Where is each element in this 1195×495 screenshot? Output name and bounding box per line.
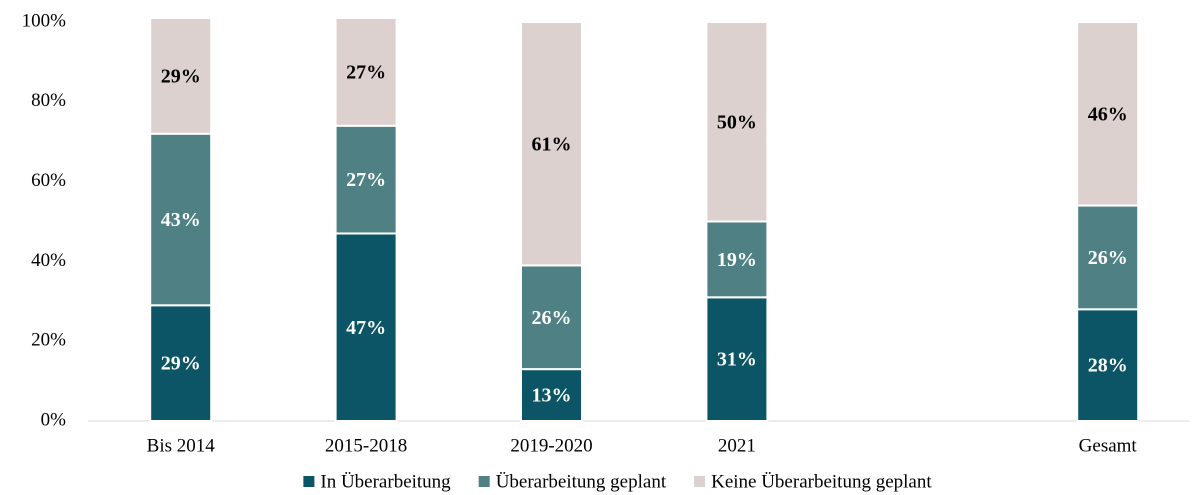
x-tick-label: Gesamt xyxy=(1079,435,1138,456)
bar-segment xyxy=(334,17,398,127)
bar-segment xyxy=(705,296,769,422)
value-label: 19% xyxy=(717,249,757,271)
legend-label: Überarbeitung geplant xyxy=(496,471,667,492)
legend-label: In Überarbeitung xyxy=(320,471,451,492)
legend-label: Keine Überarbeitung geplant xyxy=(711,471,932,492)
legend-swatch xyxy=(478,476,490,487)
value-label: 28% xyxy=(1088,355,1128,377)
value-label: 13% xyxy=(532,385,572,407)
value-label: 29% xyxy=(161,353,201,375)
y-tick-label: 100% xyxy=(22,10,67,31)
legend-swatch xyxy=(303,476,315,487)
value-label: 26% xyxy=(1088,247,1128,269)
bar-segment xyxy=(1076,21,1140,207)
bar-segment xyxy=(149,132,213,307)
x-tick-label: 2021 xyxy=(718,435,756,456)
y-tick-label: 20% xyxy=(31,330,66,351)
bar-segment xyxy=(520,368,583,423)
x-tick-label: 2015-2018 xyxy=(325,435,407,456)
bar-segment xyxy=(705,220,769,299)
bar-segment xyxy=(520,21,583,267)
bar-segment xyxy=(705,21,769,223)
bar-segment xyxy=(334,232,398,422)
y-tick-label: 60% xyxy=(31,170,66,191)
y-tick-label: 0% xyxy=(41,409,67,430)
value-label: 31% xyxy=(717,349,757,371)
value-label: 50% xyxy=(717,111,757,133)
value-label: 46% xyxy=(1088,103,1128,125)
value-label: 47% xyxy=(346,317,386,339)
value-label: 43% xyxy=(161,209,201,231)
bar-segment xyxy=(149,304,213,423)
value-label: 27% xyxy=(346,61,386,83)
x-tick-label: Bis 2014 xyxy=(147,435,216,456)
bar-segment xyxy=(1076,308,1140,422)
bar-segment xyxy=(334,124,398,235)
value-label: 26% xyxy=(532,307,572,329)
value-label: 61% xyxy=(532,133,572,155)
bar-segment xyxy=(520,264,583,371)
x-tick-label: 2019-2020 xyxy=(510,435,592,456)
y-tick-label: 40% xyxy=(31,250,66,271)
y-tick-label: 80% xyxy=(31,90,66,111)
legend-swatch xyxy=(694,476,706,487)
bar-segment xyxy=(149,17,213,135)
value-label: 27% xyxy=(346,169,386,191)
value-label: 29% xyxy=(161,65,201,87)
